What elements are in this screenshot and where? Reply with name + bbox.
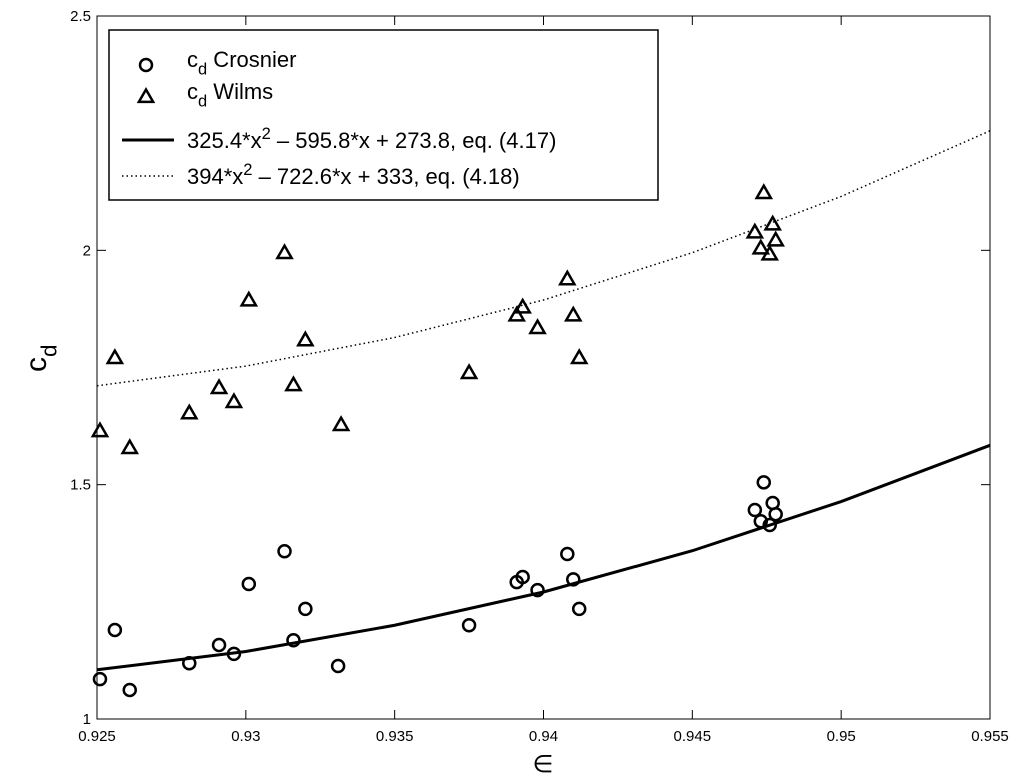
legend-label-part: 2	[243, 161, 252, 179]
legend-label: 394*x2 – 722.6*x + 333, eq. (4.18)	[187, 161, 520, 189]
y-axis-label: cd	[20, 344, 62, 372]
legend-label: 325.4*x2 – 595.8*x + 273.8, eq. (4.17)	[187, 125, 556, 153]
legend-label-part: d	[198, 93, 207, 111]
legend-label-part: Crosnier	[207, 47, 296, 72]
legend-label-part: 2	[262, 125, 271, 143]
legend-label-part: 325.4*x	[187, 128, 262, 153]
y-axis-label-part: d	[37, 344, 62, 357]
legend-label-part: c	[187, 47, 198, 72]
legend-label-part: Wilms	[207, 79, 273, 104]
x-tick-label: 0.94	[529, 728, 558, 745]
y-tick-label: 1.5	[70, 477, 91, 494]
y-tick-label: 2	[83, 242, 91, 259]
x-tick-label: 0.955	[971, 728, 1009, 745]
x-tick-label: 0.935	[376, 728, 414, 745]
x-tick-label: 0.945	[674, 728, 712, 745]
x-tick-label: 0.95	[827, 728, 856, 745]
x-axis-label: ∈	[533, 751, 554, 778]
y-tick-label: 1	[83, 711, 91, 728]
x-tick-label: 0.925	[78, 728, 116, 745]
chart: ∈ 0.9250.930.9350.940.9450.950.95511.522…	[0, 0, 1018, 782]
legend-label-part: c	[187, 79, 198, 104]
legend-label-part: d	[198, 61, 207, 79]
x-tick-label: 0.93	[231, 728, 260, 745]
y-tick-label: 2.5	[70, 8, 91, 25]
legend-label-part: – 722.6*x + 333, eq. (4.18)	[252, 164, 519, 189]
legend-label-part: 394*x	[187, 164, 243, 189]
y-axis-label-part: c	[20, 357, 53, 372]
legend-label-part: – 595.8*x + 273.8, eq. (4.17)	[271, 128, 557, 153]
